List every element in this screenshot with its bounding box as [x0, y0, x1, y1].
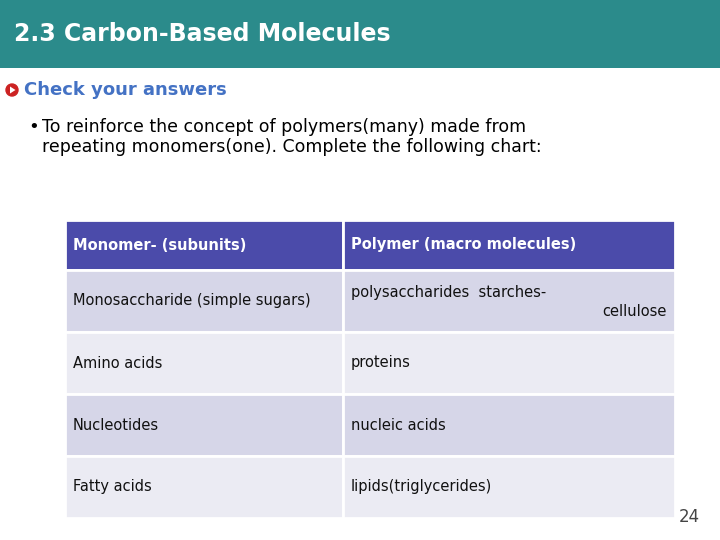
Text: Monosaccharide (simple sugars): Monosaccharide (simple sugars) — [73, 294, 310, 308]
Bar — [65, 270, 343, 332]
Text: Nucleotides: Nucleotides — [73, 417, 159, 433]
Text: •: • — [28, 118, 39, 136]
Bar — [65, 394, 343, 456]
Text: 2.3 Carbon-Based Molecules: 2.3 Carbon-Based Molecules — [14, 22, 391, 46]
Text: lipids(triglycerides): lipids(triglycerides) — [351, 480, 492, 495]
Text: proteins: proteins — [351, 355, 410, 370]
Bar — [65, 332, 343, 394]
Bar — [343, 456, 675, 518]
Text: nucleic acids: nucleic acids — [351, 417, 445, 433]
Text: cellulose: cellulose — [603, 303, 667, 319]
Circle shape — [6, 84, 18, 96]
Text: Amino acids: Amino acids — [73, 355, 163, 370]
Polygon shape — [10, 86, 16, 93]
Bar — [343, 332, 675, 394]
Text: 24: 24 — [679, 508, 700, 526]
Text: Monomer- (subunits): Monomer- (subunits) — [73, 238, 246, 253]
Text: Polymer (macro molecules): Polymer (macro molecules) — [351, 238, 576, 253]
Bar — [0, 0, 720, 68]
Text: polysaccharides  starches-: polysaccharides starches- — [351, 285, 546, 300]
Text: To reinforce the concept of polymers(many) made from: To reinforce the concept of polymers(man… — [42, 118, 526, 136]
Text: Fatty acids: Fatty acids — [73, 480, 152, 495]
Bar — [65, 456, 343, 518]
Text: Check your answers: Check your answers — [24, 81, 227, 99]
Text: repeating monomers(one). Complete the following chart:: repeating monomers(one). Complete the fo… — [42, 138, 541, 156]
Bar — [343, 394, 675, 456]
Bar — [343, 270, 675, 332]
Bar — [65, 220, 343, 270]
Bar — [343, 220, 675, 270]
